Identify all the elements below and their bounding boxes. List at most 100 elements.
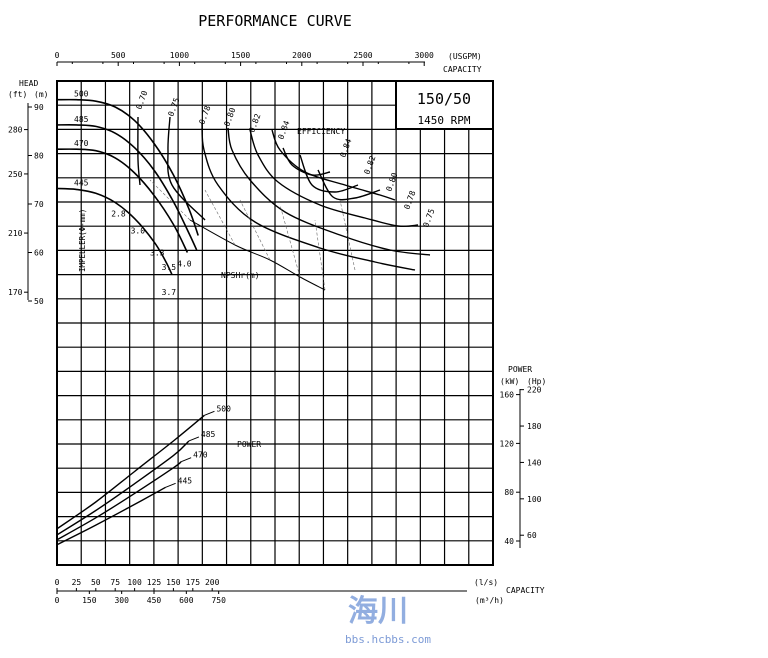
top-axis-unit: (USGPM) [448,52,482,61]
power-curve-leader [204,410,215,416]
head-curve-label-500: 500 [74,90,89,99]
head-ft-tick-label: 170 [8,288,23,297]
m3h-tick-label: 450 [147,596,162,605]
top-axis-label: CAPACITY [443,65,482,74]
head-curve-label-445: 445 [74,178,89,187]
efficiency-value-label: 0.78 [402,189,417,210]
head-curve-445 [56,187,173,275]
head-m-tick-label: 80 [34,152,44,161]
efficiency-curve [299,154,359,193]
efficiency-value-label: 0.78 [197,104,212,125]
head-m-tick-label: 60 [34,249,44,258]
npsh-leader [149,179,191,221]
top-tick-label: 2500 [353,51,372,60]
head-ft-tick-label: 250 [8,170,23,179]
efficiency-curve [317,169,381,201]
head-m-tick-label: 50 [34,297,44,306]
power-curve-label-470: 470 [193,451,208,460]
top-tick-label: 2000 [292,51,311,60]
power-curve-label-500: 500 [216,404,231,413]
head-m-tick-label: 90 [34,103,44,112]
head-curves: 500 485 470 445 [56,90,199,275]
m3h-tick-label: 600 [179,596,194,605]
head-ft-label: (ft) [8,90,27,99]
chart-title: PERFORMANCE CURVE [198,12,352,30]
power-hp-tick-label: 180 [527,422,542,431]
watermark-logo: 海川 [348,594,408,629]
power-kw-tick-label: 120 [500,439,515,448]
power-hp-label: (Hp) [527,377,546,386]
top-tick-label: 500 [111,51,126,60]
efficiency-curve [282,147,331,176]
head-axis-label: HEAD [19,79,38,88]
head-curve-485 [56,124,198,251]
top-axis-ticks: 0 500 1000 1500 2000 2500 3000 [55,51,434,66]
power-hp-tick-label: 140 [527,458,542,467]
watermark-site: bbs.hcbbs.com [345,633,431,646]
head-curve-label-470: 470 [74,139,89,148]
power-kw-tick-label: 40 [504,537,514,546]
npsh-leader [204,189,236,246]
head-m-label: (m) [34,90,48,99]
power-hp-tick-label: 60 [527,531,537,540]
efficiency-value-labels: 0.70 0.75 0.78 0.80 0.82 0.840.840.820.800.78… [134,89,436,228]
top-tick-label: 1500 [231,51,250,60]
npsh-leader [339,199,356,271]
efficiency-value-label: 0.80 [222,106,237,127]
power-curve-leader [165,482,176,488]
m3h-tick-label: 0 [55,596,60,605]
power-hp-tick-label: 100 [527,495,542,504]
bottom-axis-label: CAPACITY [506,586,545,595]
m3h-tick-label: 150 [82,596,97,605]
npsh-value-label: 2.8 [111,209,126,218]
ls-tick-label: 175 [186,578,201,587]
ls-tick-label: 25 [72,578,82,587]
power-label: POWER [237,440,261,449]
ls-tick-label: 50 [91,578,101,587]
power-curve-485 [56,440,190,536]
efficiency-value-label: 0.84 [276,119,291,140]
efficiency-curves [137,116,431,271]
efficiency-curve [201,122,416,271]
power-curve-470 [56,461,182,541]
efficiency-value-label: 0.84 [338,137,353,158]
power-hp-tick-label: 220 [527,386,542,395]
ls-tick-label: 150 [166,578,181,587]
m3h-tick-label: 750 [211,596,226,605]
efficiency-curve [249,129,419,228]
power-axis-label: POWER [508,365,532,374]
power-curves: 500 485 470 445 [56,404,231,546]
efficiency-value-label: 0.75 [166,96,181,117]
power-curve-label-445: 445 [178,476,193,485]
ls-tick-label: 200 [205,578,220,587]
head-m-tick-label: 70 [34,200,44,209]
ls-tick-label: 75 [110,578,120,587]
bottom-axis-ticks: 0 25 50 75 100 125 150 175 200 0 150 300 450 600 750 [55,578,226,605]
efficiency-curve [271,129,396,201]
efficiency-curve [137,116,141,186]
ls-tick-label: 0 [55,578,60,587]
efficiency-label: EFFICIENCY [297,127,345,136]
grid [57,81,493,565]
npsh-value-label: 3.0 [131,226,146,235]
efficiency-value-label: 0.82 [362,154,377,175]
npsh-leader [239,199,271,261]
power-kw-label: (kW) [500,377,519,386]
power-curve-label-485: 485 [201,430,216,439]
efficiency-value-label: 0.75 [421,207,436,228]
ls-tick-label: 125 [147,578,162,587]
m3h-unit: (m³/h) [475,596,504,605]
power-curve-500 [56,414,205,530]
npsh-value-label: 3.7 [162,288,177,297]
efficiency-curve [167,116,206,221]
top-tick-label: 0 [55,51,60,60]
speed-label: 1450 RPM [418,114,471,127]
m3h-tick-label: 300 [114,596,129,605]
impeller-label: IMPELLER(Φ-mm) [78,209,87,272]
npsh-value-label: 3.3 [150,249,165,258]
model-box [395,80,494,130]
power-kw-tick-label: 160 [500,391,515,400]
npsh-label: NPSHr(m) [221,271,260,280]
